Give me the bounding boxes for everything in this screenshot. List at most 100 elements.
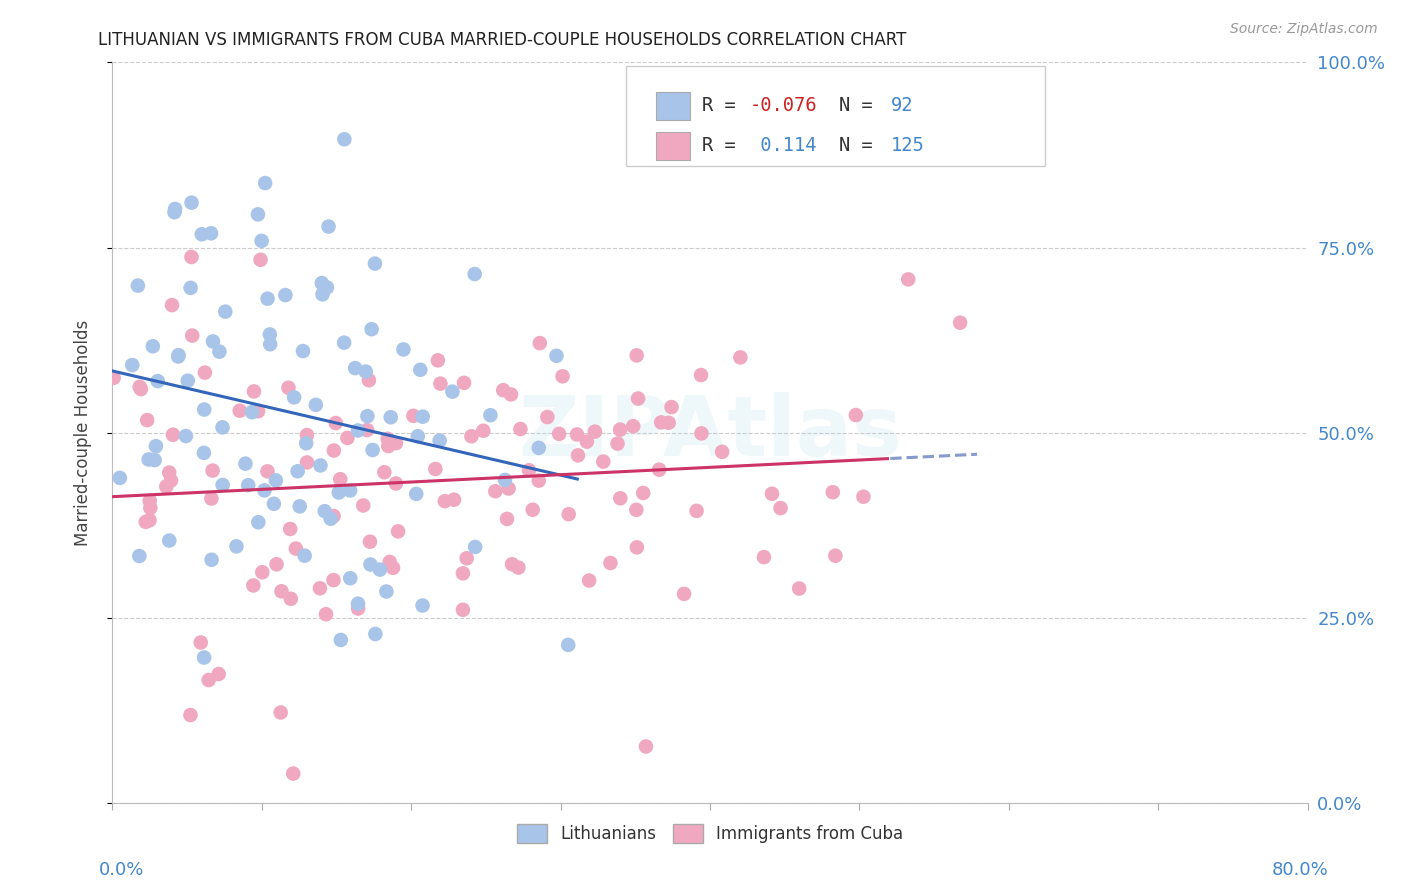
- Point: [157, 533, 180, 548]
- Point: [492, 383, 515, 397]
- Point: [201, 334, 224, 349]
- Point: [165, 202, 187, 216]
- Point: [305, 398, 328, 412]
- Point: [650, 416, 672, 430]
- Point: [949, 316, 972, 330]
- Point: [380, 410, 402, 425]
- Point: [311, 276, 333, 290]
- Point: [527, 474, 550, 488]
- Point: [247, 516, 270, 530]
- Point: [146, 374, 169, 388]
- Point: [163, 205, 186, 219]
- Point: [295, 455, 318, 469]
- Point: [162, 427, 184, 442]
- Point: [621, 419, 644, 434]
- Point: [263, 497, 285, 511]
- Point: [405, 487, 427, 501]
- Point: [685, 504, 707, 518]
- Point: [136, 413, 159, 427]
- Point: [160, 474, 183, 488]
- Text: N =: N =: [839, 96, 884, 115]
- Point: [287, 464, 309, 478]
- Point: [412, 409, 434, 424]
- Point: [200, 491, 222, 506]
- Point: [752, 550, 775, 565]
- Point: [627, 392, 650, 406]
- Point: [256, 464, 278, 478]
- Point: [626, 503, 648, 517]
- Point: [429, 434, 451, 448]
- Point: [249, 252, 271, 267]
- Point: [443, 492, 465, 507]
- Point: [339, 571, 361, 585]
- Point: [626, 348, 648, 362]
- Point: [378, 555, 401, 569]
- Point: [309, 581, 332, 595]
- Point: [661, 400, 683, 414]
- Point: [441, 384, 464, 399]
- Point: [264, 474, 287, 488]
- FancyBboxPatch shape: [627, 66, 1045, 166]
- Point: [315, 607, 337, 622]
- Point: [536, 410, 558, 425]
- Point: [121, 358, 143, 372]
- Point: [460, 429, 482, 443]
- Text: -0.076: -0.076: [749, 96, 817, 115]
- Point: [464, 540, 486, 554]
- Point: [761, 487, 783, 501]
- Point: [329, 472, 352, 486]
- Point: [347, 601, 370, 615]
- Point: [392, 343, 415, 357]
- Point: [259, 337, 281, 351]
- Point: [197, 673, 219, 687]
- Point: [548, 426, 571, 441]
- Point: [508, 560, 530, 574]
- Point: [167, 348, 190, 362]
- Point: [551, 369, 574, 384]
- Text: N =: N =: [839, 136, 884, 155]
- Point: [599, 556, 621, 570]
- Point: [193, 402, 215, 417]
- Point: [499, 387, 522, 401]
- Point: [509, 422, 531, 436]
- Point: [325, 416, 347, 430]
- Point: [314, 504, 336, 518]
- Point: [385, 476, 408, 491]
- Point: [266, 558, 288, 572]
- Point: [225, 539, 247, 553]
- Point: [243, 384, 266, 399]
- Point: [280, 591, 302, 606]
- Point: [402, 409, 425, 423]
- Point: [522, 502, 544, 516]
- Y-axis label: Married-couple Households: Married-couple Households: [73, 319, 91, 546]
- Point: [626, 541, 648, 555]
- Point: [250, 234, 273, 248]
- Point: [451, 566, 474, 581]
- Text: R =: R =: [702, 96, 747, 115]
- Point: [583, 425, 606, 439]
- Text: R =: R =: [702, 136, 747, 155]
- Point: [180, 250, 202, 264]
- Point: [557, 507, 579, 521]
- Point: [208, 667, 231, 681]
- Point: [283, 390, 305, 404]
- Text: 0.114: 0.114: [749, 136, 817, 155]
- Point: [409, 363, 432, 377]
- Point: [179, 708, 201, 723]
- Point: [356, 409, 378, 424]
- Point: [426, 353, 449, 368]
- Point: [270, 706, 292, 720]
- Point: [235, 457, 257, 471]
- Point: [364, 627, 387, 641]
- Point: [501, 558, 523, 572]
- Point: [278, 522, 301, 536]
- Text: 80.0%: 80.0%: [1272, 861, 1329, 879]
- Point: [406, 429, 429, 443]
- Point: [333, 132, 356, 146]
- Point: [174, 429, 197, 443]
- Point: [211, 478, 233, 492]
- Point: [673, 587, 696, 601]
- Text: ZIPAtlas: ZIPAtlas: [517, 392, 903, 473]
- Point: [433, 494, 456, 508]
- Point: [246, 207, 269, 221]
